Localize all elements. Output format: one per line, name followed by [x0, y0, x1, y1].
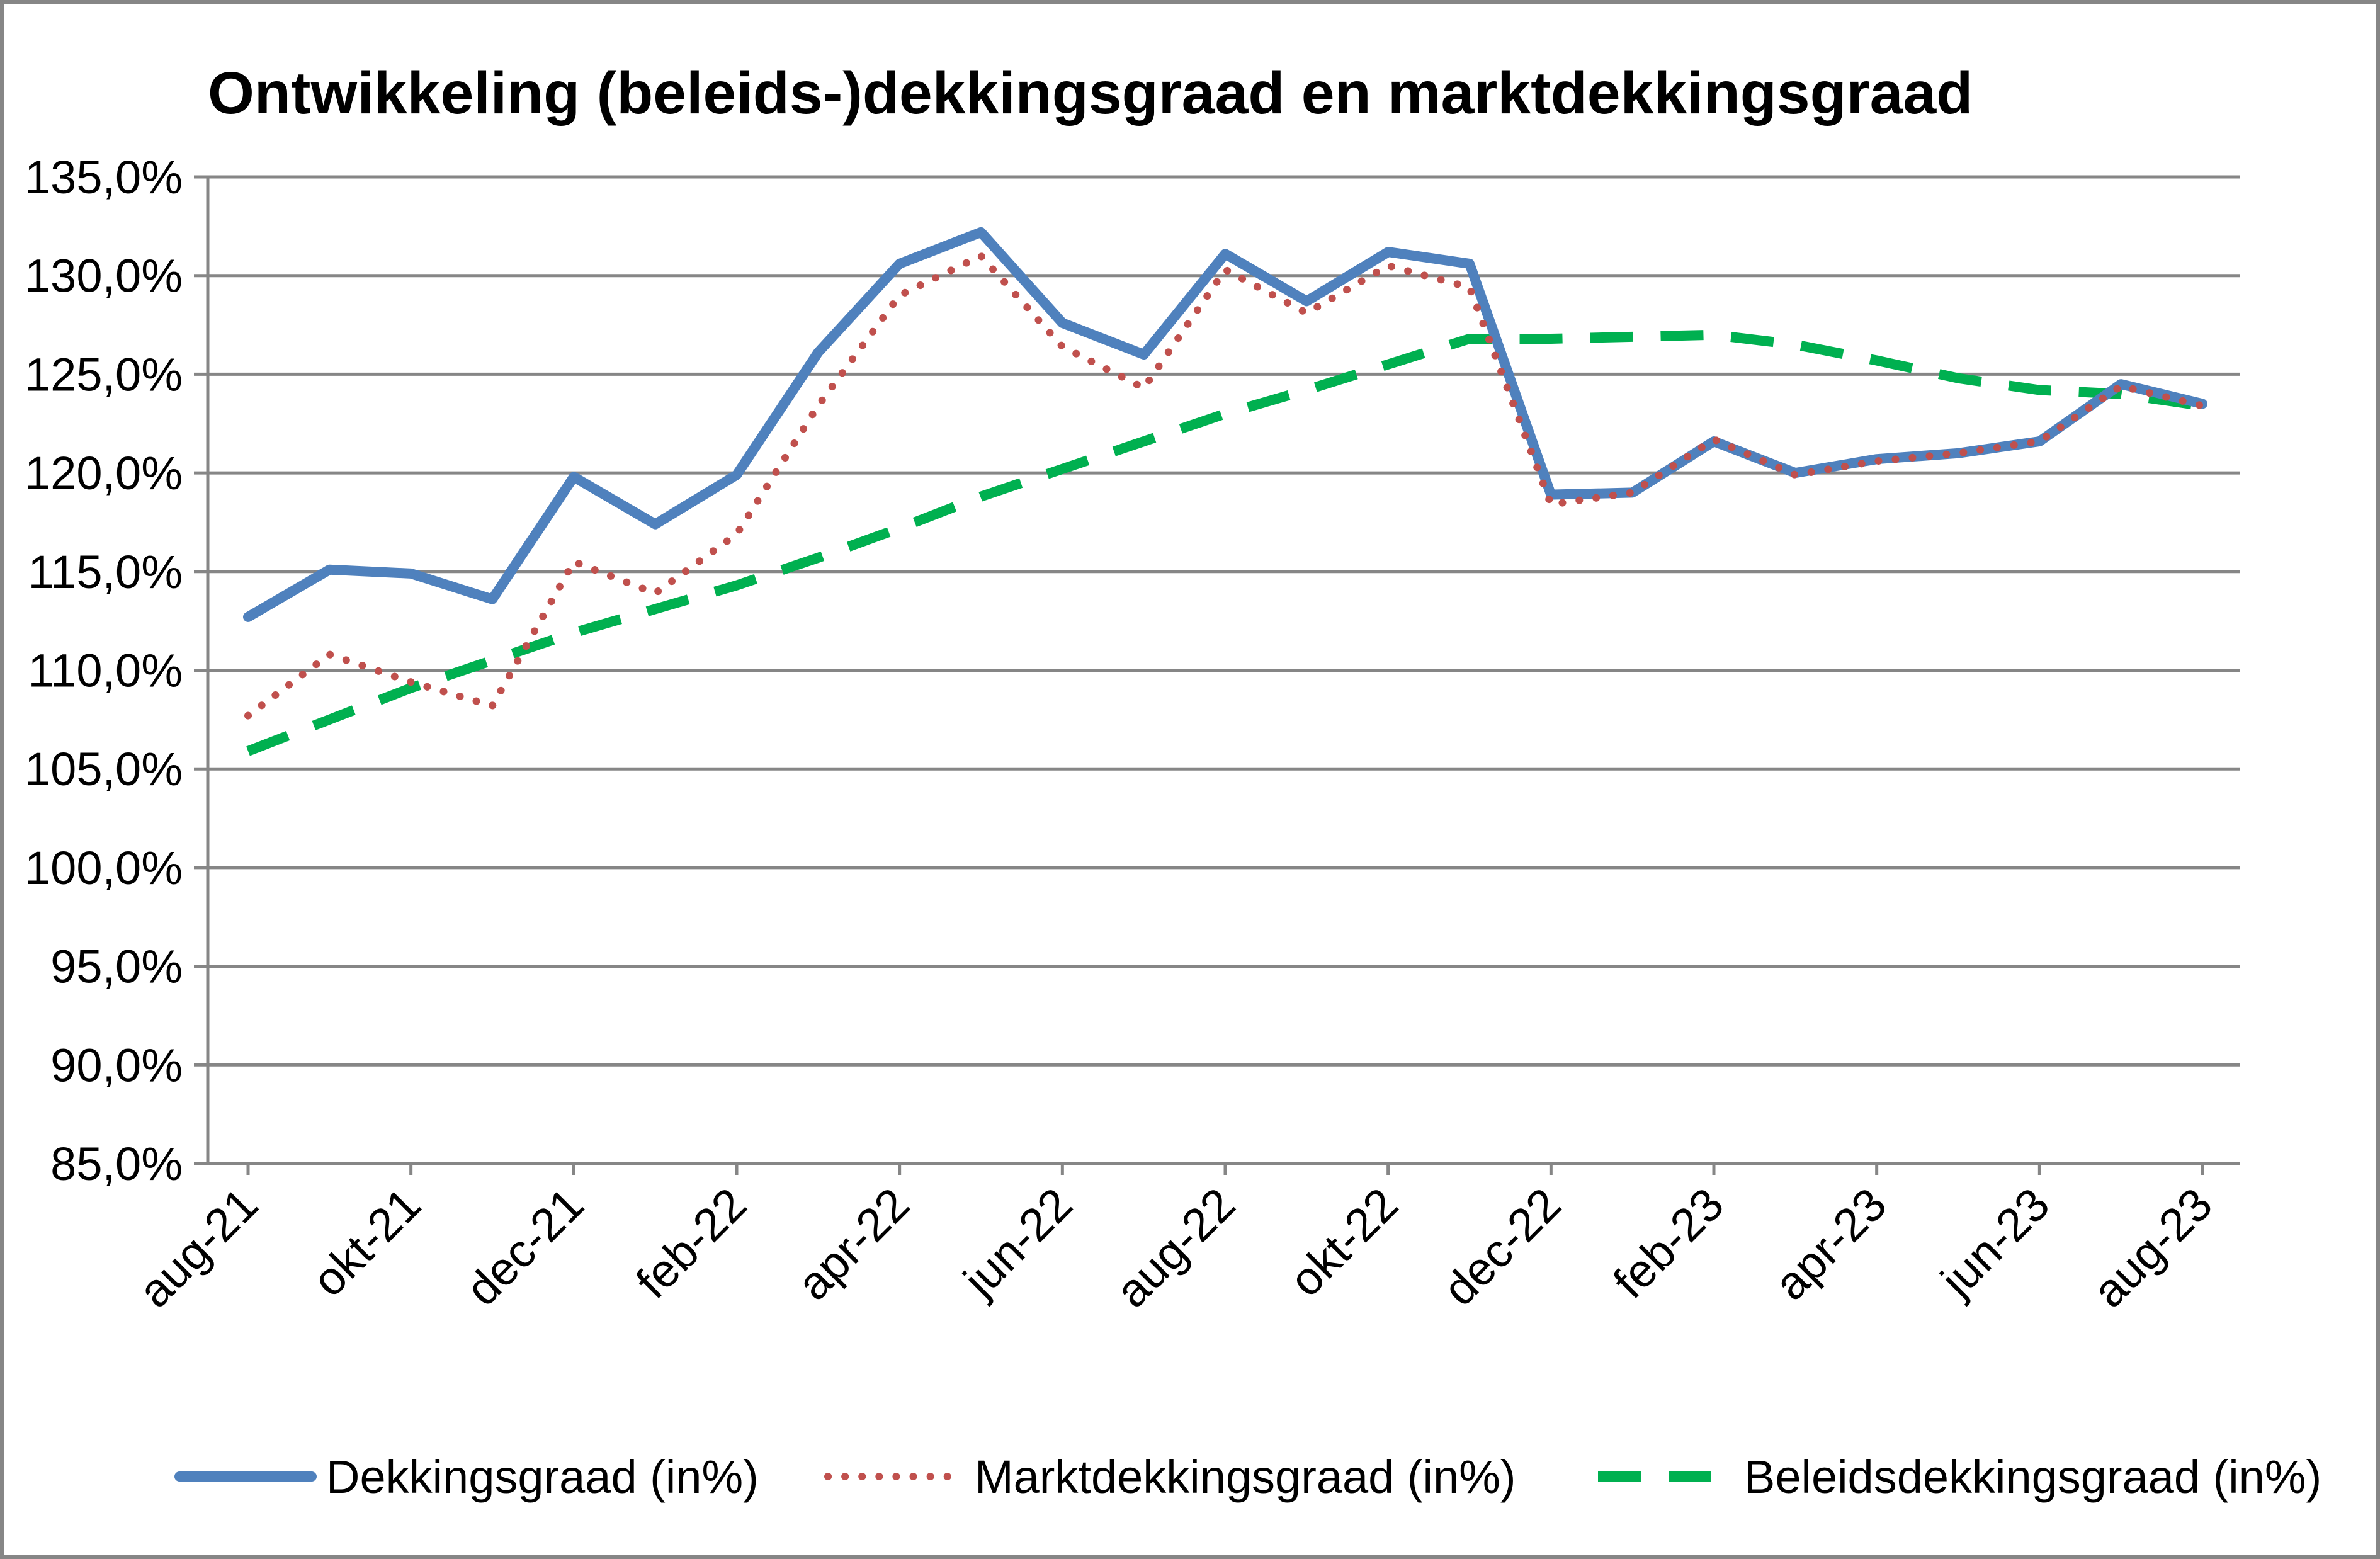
- series-lines: [243, 227, 2207, 756]
- chart-title: Ontwikkeling (beleids-)dekkingsgraad en …: [208, 60, 1973, 127]
- legend-label-2: Marktdekkingsgraad (in%): [975, 1451, 1516, 1503]
- series-line-2: [244, 252, 2206, 720]
- y-tick-label: 95,0%: [50, 941, 183, 993]
- y-tick-label: 85,0%: [50, 1138, 183, 1190]
- legend-label-3: Beleidsdekkingsgraad (in%): [1744, 1451, 2321, 1503]
- y-tick-label: 100,0%: [25, 842, 183, 894]
- gridlines: [194, 175, 2240, 1165]
- y-tick-label: 125,0%: [25, 348, 183, 400]
- y-axis-tick-labels: 85,0% 90,0% 95,0% 100,0% 105,0% 110,0% 115,0% 1…: [25, 151, 183, 1190]
- y-tick-label: 135,0%: [25, 151, 183, 203]
- series-line-3: [246, 329, 2204, 756]
- y-tick-label: 130,0%: [25, 250, 183, 302]
- y-tick-label: 110,0%: [28, 645, 183, 697]
- y-tick-label: 115,0%: [28, 546, 183, 598]
- y-tick-label: 90,0%: [50, 1039, 183, 1091]
- legend: Dekkingsgraad (in%) Marktdekkingsgraad (i…: [174, 1451, 2321, 1503]
- axes: [206, 177, 2240, 1175]
- legend-label-1: Dekkingsgraad (in%): [326, 1451, 759, 1503]
- y-tick-label: 120,0%: [25, 447, 183, 499]
- y-tick-label: 105,0%: [25, 743, 183, 795]
